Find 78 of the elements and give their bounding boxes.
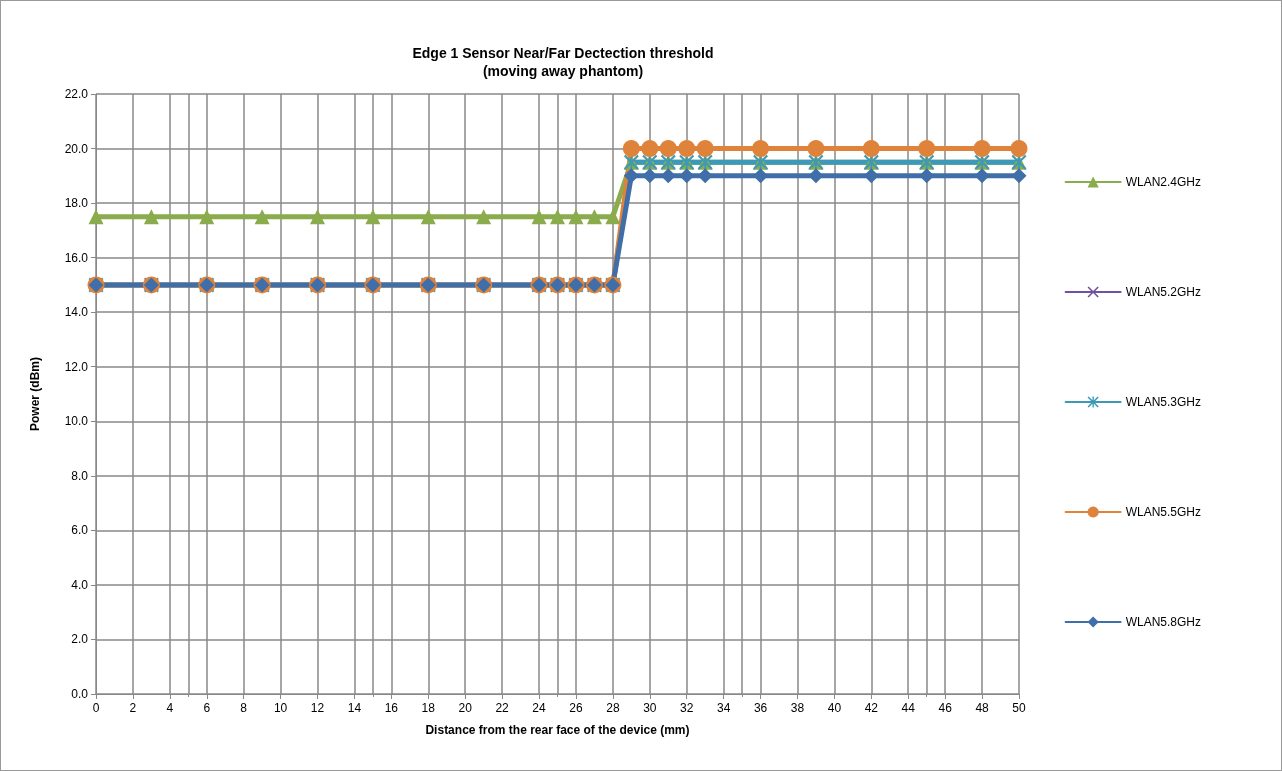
y-tick-label: 0.0 — [71, 687, 89, 701]
x-tick-label: 28 — [606, 701, 620, 715]
x-tick-label: 38 — [790, 701, 805, 715]
legend-label: WLAN5.5GHz — [1125, 505, 1202, 519]
point — [659, 140, 677, 158]
x-tick-label: 42 — [864, 701, 879, 715]
y-tick-label: 20.0 — [64, 141, 89, 156]
y-tick-label: 8.0 — [71, 468, 89, 483]
point — [752, 140, 770, 158]
y-tick-label: 22.0 — [64, 87, 89, 101]
point — [622, 140, 640, 158]
point — [199, 209, 215, 225]
point — [697, 168, 713, 184]
legend-label: WLAN5.2GHz — [1125, 285, 1202, 299]
point — [605, 209, 621, 225]
x-tick-label: 6 — [203, 701, 211, 715]
legend-label: WLAN5.3GHz — [1125, 395, 1202, 409]
point — [1011, 168, 1027, 184]
point — [586, 209, 602, 225]
point — [476, 209, 492, 225]
x-tick-label: 40 — [827, 701, 842, 715]
point — [550, 209, 565, 225]
x-tick-label: 48 — [975, 701, 990, 715]
x-tick-label: 16 — [384, 701, 399, 715]
point — [568, 209, 584, 225]
point — [623, 168, 639, 184]
point — [88, 209, 104, 225]
x-tick-label: 36 — [753, 701, 768, 715]
point — [696, 140, 714, 158]
x-tick-label: 20 — [458, 701, 473, 715]
x-tick-label: 26 — [569, 701, 583, 715]
point — [310, 209, 326, 225]
x-tick-label: 50 — [1012, 701, 1026, 715]
x-tick-label: 12 — [310, 701, 325, 715]
point — [918, 140, 936, 158]
point — [862, 140, 880, 158]
point — [974, 168, 990, 184]
x-tick-label: 8 — [240, 701, 248, 715]
point — [143, 209, 159, 225]
point — [531, 209, 547, 225]
x-tick-label: 44 — [901, 701, 916, 715]
point — [678, 140, 696, 158]
x-tick-label: 30 — [643, 701, 657, 715]
point — [660, 168, 676, 184]
chart-subtitle: (moving away phantom) — [482, 63, 644, 79]
x-tick-label: 18 — [421, 701, 436, 715]
y-tick-label: 10.0 — [64, 414, 89, 429]
y-tick-label: 16.0 — [64, 250, 89, 265]
x-tick-label: 46 — [938, 701, 953, 715]
point — [807, 140, 825, 158]
point — [365, 209, 381, 225]
point — [641, 140, 659, 158]
point — [1010, 140, 1028, 158]
x-tick-label: 24 — [532, 701, 547, 715]
point — [254, 209, 270, 225]
x-tick-label: 34 — [716, 701, 731, 715]
x-tick-label: 32 — [680, 701, 694, 715]
y-tick-label: 18.0 — [64, 196, 89, 211]
y-tick-label: 12.0 — [64, 359, 89, 374]
legend-label: WLAN2.4GHz — [1125, 175, 1202, 189]
y-tick-label: 14.0 — [64, 305, 89, 320]
x-tick-label: 22 — [495, 701, 510, 715]
x-tick-label: 10 — [273, 701, 288, 715]
x-tick-label: 14 — [347, 701, 362, 715]
y-tick-label: 4.0 — [71, 577, 89, 592]
y-tick-label: 6.0 — [71, 523, 89, 538]
x-tick-label: 4 — [166, 701, 174, 715]
y-axis-title: Power (dBm) — [28, 356, 42, 432]
x-tick-label: 2 — [129, 701, 137, 715]
x-tick-label: 0 — [92, 701, 100, 715]
chart-title: Edge 1 Sensor Near/Far Dectection threshold — [412, 45, 714, 61]
point — [420, 209, 436, 225]
point — [642, 168, 658, 184]
point — [973, 140, 991, 158]
point — [808, 168, 824, 184]
x-axis-title: Distance from the rear face of the device (mm) — [425, 723, 690, 737]
legend-label: WLAN5.8GHz — [1125, 615, 1202, 629]
y-tick-label: 2.0 — [71, 632, 89, 647]
